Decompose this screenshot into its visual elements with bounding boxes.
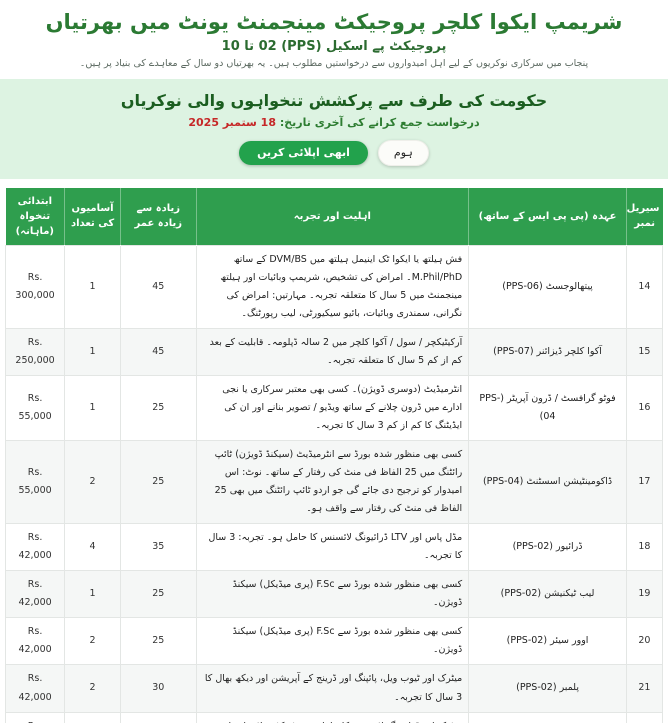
table-row: 18 ڈرائیور (PPS-02) مڈل پاس اور LTV ڈرائ… (4, 523, 664, 572)
cell-vacancies: 1 (64, 570, 121, 619)
cell-position: فوٹو گرافسٹ / ڈرون آپریٹر (PPS-04) (468, 374, 627, 442)
table-row: 22 ٹریکٹر آپریٹر (PPS-02) میٹرک اور ڈرائ… (4, 711, 664, 723)
page-subtitle: پروجیکٹ پے اسکیل (PPS) 02 تا 10 (221, 39, 447, 55)
cell-position: ڈاکومینٹیشن اسسٹنٹ (PPS-04) (468, 439, 627, 525)
header-salary: ابتدائی تنخواہ (ماہانہ) (5, 187, 65, 246)
cell-max-age: 25 (120, 570, 197, 619)
cell-position: لیب ٹیکنیشن (PPS-02) (468, 570, 627, 619)
cell-vacancies: 2 (64, 439, 121, 525)
cell-position: اوور سیئر (PPS-02) (468, 617, 627, 666)
cell-serial: 21 (625, 664, 664, 713)
cell-vacancies: 2 (64, 664, 121, 713)
cell-max-age: 25 (120, 439, 197, 525)
table-row: 17 ڈاکومینٹیشن اسسٹنٹ (PPS-04) کسی بھی م… (4, 439, 664, 525)
cell-salary: Rs. 42,000 (4, 523, 66, 572)
cell-serial: 17 (625, 439, 664, 525)
jobs-banner: حکومت کی طرف سے پرکشش تنخواہوں والی نوکر… (0, 79, 668, 179)
cell-vacancies: 1 (64, 327, 121, 376)
cell-position: آکوا کلچر ڈیزائنر (PPS-07) (468, 327, 627, 376)
cell-serial: 20 (625, 617, 664, 666)
banner-buttons: ہوم ابھی اپلائی کریں (10, 140, 658, 166)
apply-now-button[interactable]: ابھی اپلائی کریں (239, 141, 368, 165)
table-row: 14 پیتھالوجسٹ (PPS-06) فش ہیلتھ یا ایکوا… (4, 244, 664, 329)
cell-max-age: 25 (120, 374, 197, 442)
cell-eligibility: آرکیٹیکچر / سول / آکوا کلچر میں 2 سالہ ڈ… (195, 327, 470, 376)
cell-vacancies: 1 (64, 374, 121, 442)
cell-eligibility: فش ہیلتھ یا ایکوا ٹک اینیمل ہیلتھ میں DV… (195, 244, 470, 329)
cell-position: پیتھالوجسٹ (PPS-06) (468, 244, 627, 329)
jobs-table-head: سیریل نمبر عہدہ (پی پی ایس کے ساتھ) اہلی… (5, 187, 663, 246)
header-position: عہدہ (پی پی ایس کے ساتھ) (468, 187, 627, 246)
header-vacancies: آسامیوں کی تعداد (64, 187, 121, 246)
cell-eligibility: کسی بھی منظور شدہ بورڈ سے F.Sc (پری میڈی… (195, 617, 470, 666)
jobs-table-body: 14 پیتھالوجسٹ (PPS-06) فش ہیلتھ یا ایکوا… (4, 244, 664, 723)
cell-salary: Rs. 42,000 (4, 711, 66, 723)
cell-eligibility: کسی بھی منظور شدہ بورڈ سے انٹرمیڈیٹ (سیک… (195, 439, 470, 525)
cell-max-age: 35 (120, 523, 197, 572)
cell-vacancies: 2 (64, 711, 121, 723)
deadline-date: 18 ستمبر 2025 (188, 116, 276, 130)
header-eligibility: اہلیت اور تجربہ (195, 187, 469, 246)
cell-max-age: 30 (120, 664, 197, 713)
table-row: 19 لیب ٹیکنیشن (PPS-02) کسی بھی منظور شد… (4, 570, 664, 619)
cell-serial: 22 (625, 711, 664, 723)
cell-eligibility: مڈل پاس اور LTV ڈرائیونگ لائسنس کا حامل … (195, 523, 470, 572)
cell-position: پلمبر (PPS-02) (468, 664, 627, 713)
header-serial: سیریل نمبر (625, 187, 663, 246)
cell-salary: Rs. 55,000 (4, 439, 66, 525)
cell-salary: Rs. 250,000 (4, 327, 66, 376)
cell-serial: 14 (625, 244, 664, 329)
cell-max-age: 45 (120, 244, 197, 329)
cell-vacancies: 2 (64, 617, 121, 666)
cell-vacancies: 1 (64, 244, 121, 329)
cell-salary: Rs. 42,000 (4, 570, 66, 619)
jobs-table: سیریل نمبر عہدہ (پی پی ایس کے ساتھ) اہلی… (4, 187, 664, 723)
cell-salary: Rs. 300,000 (4, 244, 66, 329)
table-row: 20 اوور سیئر (PPS-02) کسی بھی منظور شدہ … (4, 617, 664, 666)
page-tagline: پنجاب میں سرکاری نوکریوں کے لیے اہل امید… (79, 58, 589, 70)
cell-serial: 18 (625, 523, 664, 572)
table-row: 15 آکوا کلچر ڈیزائنر (PPS-07) آرکیٹیکچر … (4, 327, 664, 376)
jobs-table-container: سیریل نمبر عہدہ (پی پی ایس کے ساتھ) اہلی… (0, 178, 668, 723)
cell-salary: Rs. 55,000 (4, 374, 66, 442)
deadline-line: درخواست جمع کرانے کی آخری تاریخ: 18 ستمب… (10, 116, 658, 129)
cell-eligibility: کسی بھی منظور شدہ بورڈ سے F.Sc (پری میڈی… (195, 570, 470, 619)
cell-position: ڈرائیور (PPS-02) (468, 523, 627, 572)
cell-max-age: 45 (120, 327, 197, 376)
header-max-age: زیادہ سے زیادہ عمر (120, 187, 197, 246)
cell-salary: Rs. 42,000 (4, 664, 66, 713)
page-title: شریمپ ایکوا کلچر پروجیکٹ مینجمنٹ یونٹ می… (45, 10, 623, 34)
cell-eligibility: انٹرمیڈیٹ (دوسری ڈویژن)۔ کسی بھی معتبر س… (195, 374, 470, 442)
cell-position: ٹریکٹر آپریٹر (PPS-02) (468, 711, 627, 723)
page-header: شریمپ ایکوا کلچر پروجیکٹ مینجمنٹ یونٹ می… (0, 0, 668, 76)
deadline-label: درخواست جمع کرانے کی آخری تاریخ: (279, 116, 480, 130)
cell-serial: 19 (625, 570, 664, 619)
cell-serial: 15 (625, 327, 664, 376)
cell-max-age: 25 (120, 617, 197, 666)
cell-serial: 16 (625, 374, 664, 442)
cell-vacancies: 4 (64, 523, 121, 572)
table-row: 16 فوٹو گرافسٹ / ڈرون آپریٹر (PPS-04) ان… (4, 374, 664, 442)
cell-salary: Rs. 42,000 (4, 617, 66, 666)
table-row: 21 پلمبر (PPS-02) میٹرک اور ٹیوب ویل، پا… (4, 664, 664, 713)
banner-heading: حکومت کی طرف سے پرکشش تنخواہوں والی نوکر… (120, 91, 548, 111)
cell-eligibility: میٹرک اور ڈرائیونگ لائسنس کا حامل ہو۔ ٹر… (195, 711, 470, 723)
cell-max-age: 35 (120, 711, 197, 723)
home-button[interactable]: ہوم (377, 140, 429, 166)
cell-eligibility: میٹرک اور ٹیوب ویل، پائپنگ اور ڈرینج کے … (195, 664, 470, 713)
